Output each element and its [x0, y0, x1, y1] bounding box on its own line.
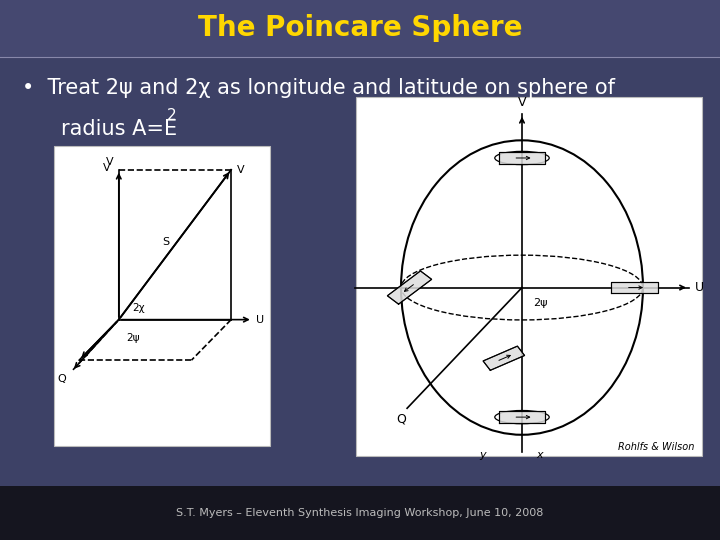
Text: •  Treat 2ψ and 2χ as longitude and latitude on sphere of: • Treat 2ψ and 2χ as longitude and latit… — [22, 78, 615, 98]
Text: Rohlfs & Wilson: Rohlfs & Wilson — [618, 442, 695, 452]
Polygon shape — [611, 282, 658, 294]
Text: y: y — [479, 450, 486, 460]
Text: 2ψ: 2ψ — [533, 298, 547, 308]
Text: radius A=E: radius A=E — [61, 119, 177, 139]
Polygon shape — [387, 271, 432, 304]
Text: V: V — [107, 157, 114, 167]
Text: U: U — [256, 315, 264, 325]
Text: V: V — [518, 97, 526, 110]
Text: Q: Q — [58, 374, 66, 383]
Text: 2χ: 2χ — [132, 303, 145, 313]
Bar — [0, 486, 720, 540]
Text: S.T. Myers – Eleventh Synthesis Imaging Workshop, June 10, 2008: S.T. Myers – Eleventh Synthesis Imaging … — [176, 508, 544, 518]
Text: Q: Q — [397, 413, 406, 426]
Polygon shape — [483, 346, 525, 370]
Text: x: x — [536, 450, 544, 460]
Text: V: V — [237, 165, 245, 175]
Bar — [54, 146, 270, 446]
Polygon shape — [498, 411, 546, 423]
Text: U: U — [695, 281, 704, 294]
Text: 2ψ: 2ψ — [126, 333, 140, 343]
Polygon shape — [498, 152, 546, 164]
Bar — [0, 0, 720, 57]
Bar — [356, 97, 702, 456]
Text: 2: 2 — [167, 108, 176, 123]
Text: The Poincare Sphere: The Poincare Sphere — [198, 15, 522, 42]
Text: V: V — [102, 163, 110, 173]
Text: S: S — [162, 237, 169, 247]
